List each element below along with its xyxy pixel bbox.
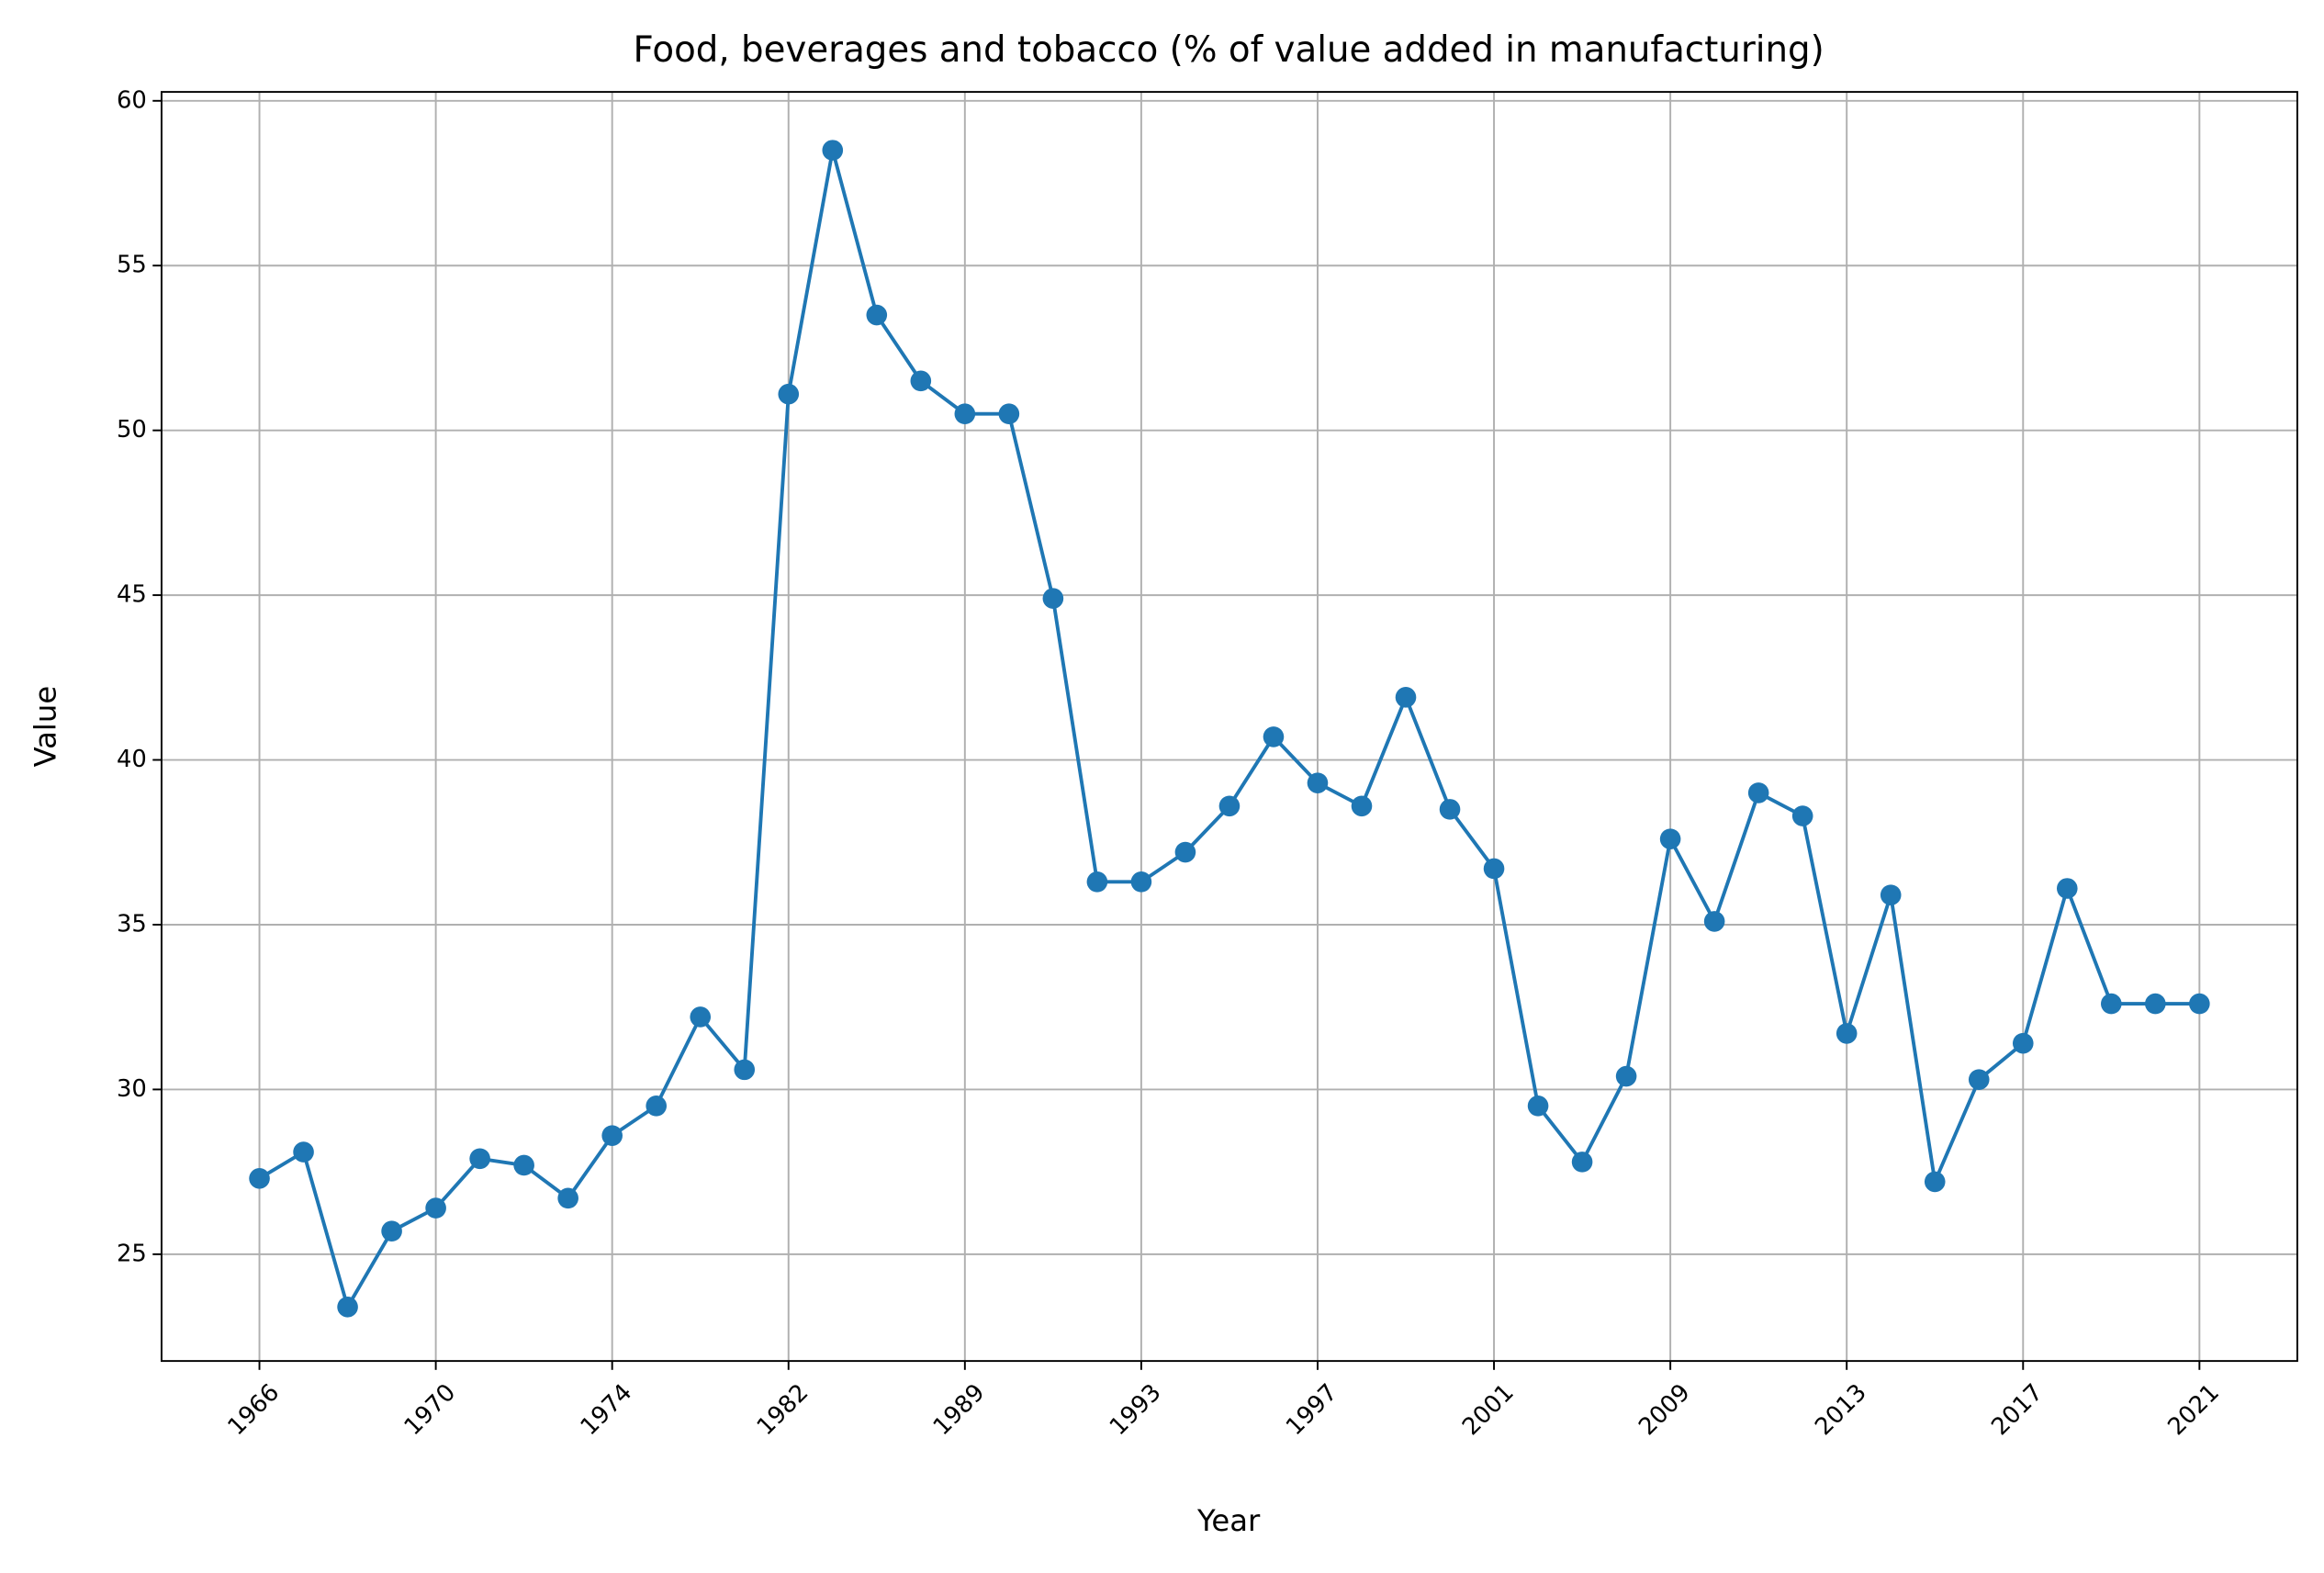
point: [1439, 799, 1461, 820]
point: [1527, 1095, 1549, 1117]
point: [1218, 795, 1241, 817]
point: [1615, 1065, 1637, 1087]
point: [1174, 841, 1196, 863]
point: [1924, 1171, 1946, 1193]
plot-frame: [160, 91, 2298, 1363]
point: [1263, 726, 1285, 747]
x-axis-label: Year: [1196, 1503, 1261, 1538]
point: [778, 383, 800, 405]
point: [998, 403, 1020, 425]
y-tick-label: 55: [117, 252, 147, 279]
point: [1395, 687, 1417, 708]
point: [337, 1296, 358, 1318]
y-tick-label: 50: [117, 416, 147, 444]
y-tick-label: 30: [117, 1075, 147, 1103]
point: [1791, 805, 1813, 826]
point: [1483, 858, 1505, 880]
point: [1351, 795, 1373, 817]
chart-title: Food, beverages and tobacco (% of value …: [633, 29, 1824, 71]
y-tick-label: 60: [117, 86, 147, 114]
point: [469, 1148, 490, 1170]
point: [293, 1141, 314, 1163]
y-tick-label: 25: [117, 1240, 147, 1267]
point: [822, 140, 844, 161]
point: [2012, 1032, 2034, 1054]
point: [513, 1154, 534, 1176]
point: [249, 1168, 270, 1189]
point: [557, 1187, 578, 1209]
point: [690, 1006, 712, 1028]
point: [1747, 782, 1769, 803]
point: [1659, 828, 1681, 849]
point: [1086, 871, 1108, 893]
y-axis-label: Value: [28, 686, 63, 768]
point: [2145, 993, 2166, 1015]
y-tick-label: 40: [117, 746, 147, 773]
point: [734, 1059, 756, 1081]
point: [2101, 993, 2122, 1015]
y-tick-label: 35: [117, 910, 147, 938]
point: [1130, 871, 1152, 893]
point: [1880, 884, 1902, 905]
point: [2056, 878, 2078, 899]
point: [425, 1197, 446, 1219]
point: [1307, 772, 1329, 793]
point: [1571, 1152, 1593, 1173]
point: [866, 304, 888, 326]
point: [1042, 588, 1064, 609]
y-tick-label: 45: [117, 581, 147, 609]
point: [1703, 911, 1725, 932]
point: [954, 403, 976, 425]
point: [381, 1220, 402, 1242]
point: [910, 370, 932, 392]
point: [1836, 1023, 1858, 1044]
point: [2189, 993, 2210, 1015]
point: [1968, 1069, 1990, 1090]
point: [646, 1095, 668, 1117]
point: [601, 1125, 623, 1146]
